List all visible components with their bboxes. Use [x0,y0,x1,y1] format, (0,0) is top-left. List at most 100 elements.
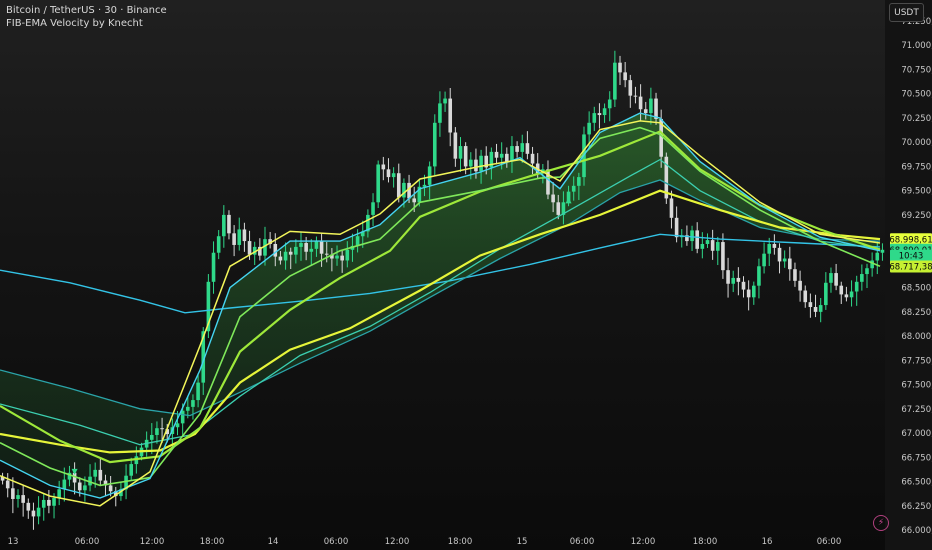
candle-body [638,96,643,110]
x-tick-label: 15 [517,537,528,547]
candle-body [432,122,437,167]
symbol-title[interactable]: Bitcoin / TetherUS · 30 · Binance [6,5,167,16]
candle-body [607,99,612,109]
candle-body [371,202,375,215]
candle-body [474,159,478,172]
candle-body [103,480,108,486]
candle-body [381,164,386,170]
candle-body [772,243,777,248]
candle-body [556,202,561,215]
candle-body [201,331,206,383]
candle-body [803,290,808,303]
candle-body [494,151,499,158]
price-axis-background [885,0,932,550]
candle-body [700,243,705,249]
candle-body [232,233,236,245]
y-tick-label: 68.000,00 [901,332,932,342]
ema-line-ema_teal2 [0,158,881,446]
candle-body [119,489,123,497]
candle-body [288,251,293,255]
x-tick-label: 12:00 [631,537,656,547]
currency-button[interactable]: USDT [889,3,924,22]
candle-body [206,281,211,332]
candle-body [834,273,838,286]
tradingview-bolt-icon[interactable]: ⚡ [873,515,889,531]
y-tick-label: 70.500,00 [901,90,932,100]
candle-body [36,507,41,517]
y-tick-label: 66.750,00 [901,453,932,463]
candle-body [592,113,597,123]
y-tick-label: 69.250,00 [901,211,932,221]
candle-body [47,499,51,506]
candle-body [849,291,854,298]
candle-body [16,495,20,499]
candle-body [83,485,87,491]
y-tick-label: 68.250,00 [901,308,932,318]
candle-body [72,472,77,483]
y-tick-label: 67.250,00 [901,405,932,415]
candle-body [458,146,463,159]
candle-body [386,169,391,178]
indicator-title[interactable]: FIB-EMA Velocity by Knecht [6,18,143,29]
ema-line-ema_yellow [0,189,881,454]
candle-body [309,248,314,252]
candle-body [67,472,72,480]
candle-body [330,254,334,259]
candle-body [566,191,571,203]
candle-body [278,256,283,261]
candle-body [808,302,813,308]
candle-body [124,475,128,490]
candle-body [479,155,483,172]
candle-body [57,489,61,499]
candle-body [196,382,200,401]
candle-body [98,469,103,481]
candle-body [587,122,591,135]
candle-body [396,173,401,198]
candle-body [829,273,833,283]
candle-body [186,406,190,411]
candle-body [602,108,607,116]
candle-body [155,428,159,435]
y-tick-label: 68.500,00 [901,284,932,294]
candle-body [113,491,118,497]
candle-body [391,173,396,178]
candle-body [41,499,46,508]
candle-body [860,274,864,282]
candle-body [355,236,360,246]
candle-body [844,294,849,298]
candle-body [685,235,689,242]
candle-body [88,476,92,486]
candle-body [448,98,453,133]
candle-body [402,182,406,198]
candle-body [643,109,648,114]
y-tick-label: 66.500,00 [901,478,932,488]
candle-body [659,118,663,157]
candle-body [597,113,602,116]
x-tick-label: 12:00 [140,537,165,547]
candle-body [875,252,880,261]
candle-body [839,285,844,295]
candle-body [798,280,802,291]
x-tick-label: 06:00 [570,537,595,547]
candle-body [149,434,154,440]
ema-line-ema_yellow2 [0,120,881,507]
candle-body [31,510,36,517]
candle-body [175,423,180,428]
ema-line-ema_cyan2 [0,112,881,499]
candle-body [654,98,658,119]
x-tick-label: 13 [8,537,19,547]
y-tick-label: 67.500,00 [901,381,932,391]
candle-body [525,143,530,154]
candle-body [407,182,411,199]
candle-body [237,229,242,245]
candle-body [510,146,514,162]
ema-line-ema_cyan [0,233,881,314]
x-tick-label: 18:00 [200,537,225,547]
candle-body [649,98,653,114]
x-tick-label: 06:00 [75,537,100,547]
candle-body [222,214,226,237]
y-tick-label: 69.750,00 [901,162,932,172]
candle-body [623,72,627,81]
x-tick-label: 12:00 [385,537,410,547]
